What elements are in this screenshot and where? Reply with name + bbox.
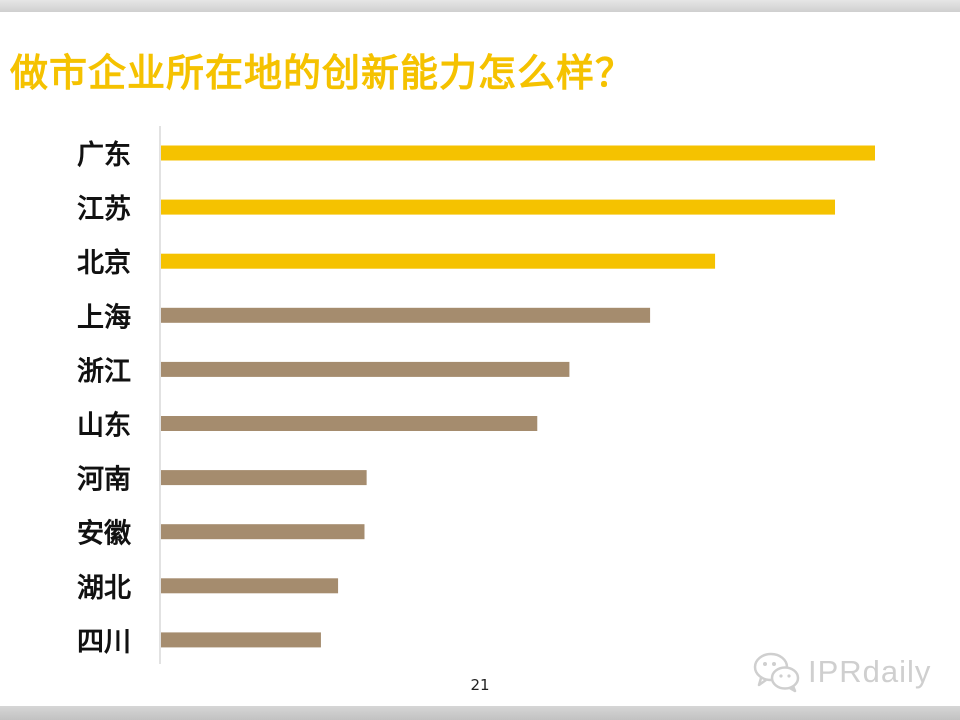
watermark-text: IPRdaily — [808, 654, 932, 689]
bars — [161, 145, 875, 648]
bar — [161, 145, 875, 161]
category-label: 上海 — [77, 302, 131, 333]
bar — [161, 470, 367, 486]
bar — [161, 578, 339, 594]
bar — [161, 416, 538, 431]
bar — [161, 199, 836, 215]
bar — [161, 307, 651, 323]
watermark: IPRdaily — [752, 650, 931, 694]
bar — [161, 524, 365, 540]
bar — [161, 632, 321, 648]
page-number: 21 — [470, 676, 490, 694]
wechat-icon — [753, 652, 800, 693]
category-label: 江苏 — [77, 194, 131, 225]
bar — [161, 253, 716, 269]
category-label: 广东 — [77, 139, 131, 171]
category-label: 山东 — [77, 410, 131, 442]
bar — [161, 361, 570, 377]
category-label: 四川 — [77, 627, 131, 658]
category-label: 安徽 — [77, 519, 132, 550]
category-label: 湖北 — [77, 573, 131, 604]
bottom-decor-bar — [0, 706, 960, 720]
top-decor-bar — [0, 0, 960, 12]
category-label: 河南 — [77, 465, 131, 496]
category-label: 北京 — [77, 247, 131, 279]
slide-title: 做市企业所在地的创新能力怎么样？ — [10, 51, 635, 95]
category-label: 浙江 — [77, 356, 131, 387]
